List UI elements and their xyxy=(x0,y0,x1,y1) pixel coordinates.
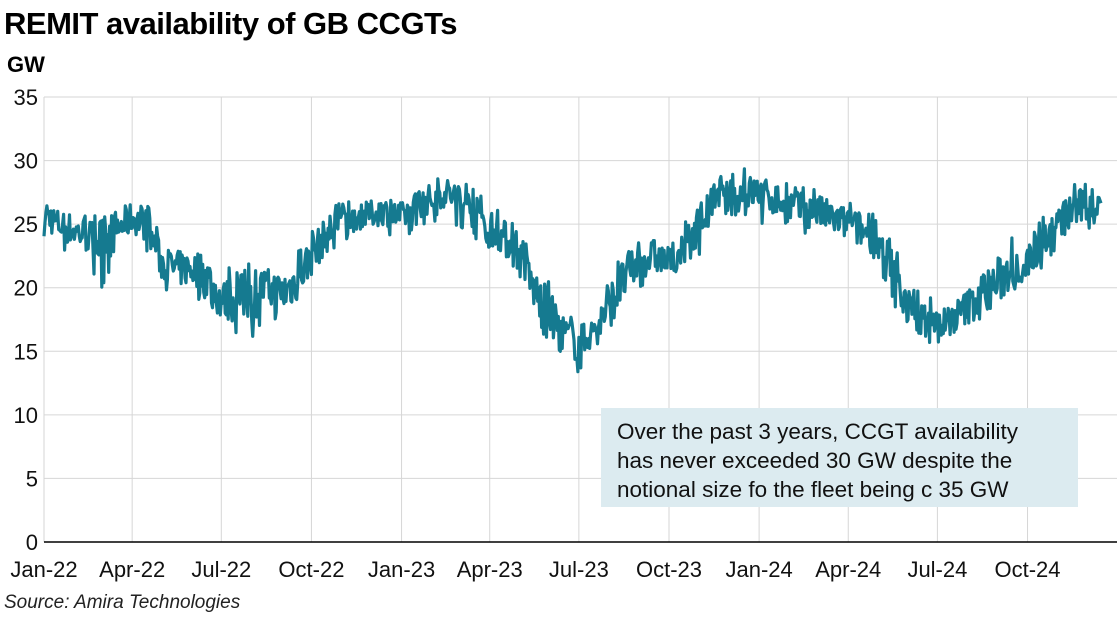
annotation-box: Over the past 3 years, CCGT availability… xyxy=(601,408,1078,507)
y-tick-label: 35 xyxy=(14,85,38,110)
y-tick-label: 15 xyxy=(14,339,38,364)
x-tick-label: Oct-22 xyxy=(278,557,344,582)
y-tick-label: 10 xyxy=(14,403,38,428)
x-tick-label: Jan-22 xyxy=(10,557,77,582)
x-tick-label: Apr-24 xyxy=(815,557,881,582)
x-axis-tick-labels: Jan-22 Apr-22 Jul-22 Oct-22 Jan-23 Apr-23 Jul-… xyxy=(10,557,1060,582)
annotation-line-3: notional size fo the fleet being c 35 GW xyxy=(617,477,1009,502)
x-tick-label: Jul-24 xyxy=(907,557,967,582)
y-tick-label: 25 xyxy=(14,212,38,237)
source-note: Source: Amira Technologies xyxy=(4,592,241,613)
x-tick-label: Jul-22 xyxy=(191,557,251,582)
plot-area xyxy=(42,167,1103,374)
x-tick-label: Apr-22 xyxy=(99,557,165,582)
y-axis-unit: GW xyxy=(7,52,45,77)
y-tick-label: 30 xyxy=(14,149,38,174)
x-tick-label: Jul-23 xyxy=(549,557,609,582)
chart-title: REMIT availability of GB CCGTs xyxy=(4,6,457,41)
x-tick-label: Apr-23 xyxy=(457,557,523,582)
annotation-line-2: has never exceeded 30 GW despite the xyxy=(617,448,1013,473)
x-tick-label: Oct-24 xyxy=(995,557,1061,582)
x-tick-label: Jan-23 xyxy=(368,557,435,582)
y-tick-label: 20 xyxy=(14,276,38,301)
series-line-ccgt-availability xyxy=(42,167,1103,374)
x-tick-label: Jan-24 xyxy=(725,557,792,582)
y-tick-label: 5 xyxy=(26,466,38,491)
y-axis-tick-labels: 0 5 10 15 20 25 30 35 xyxy=(14,85,38,555)
y-tick-label: 0 xyxy=(26,530,38,555)
x-tick-label: Oct-23 xyxy=(636,557,702,582)
annotation-line-1: Over the past 3 years, CCGT availability xyxy=(617,419,1018,444)
